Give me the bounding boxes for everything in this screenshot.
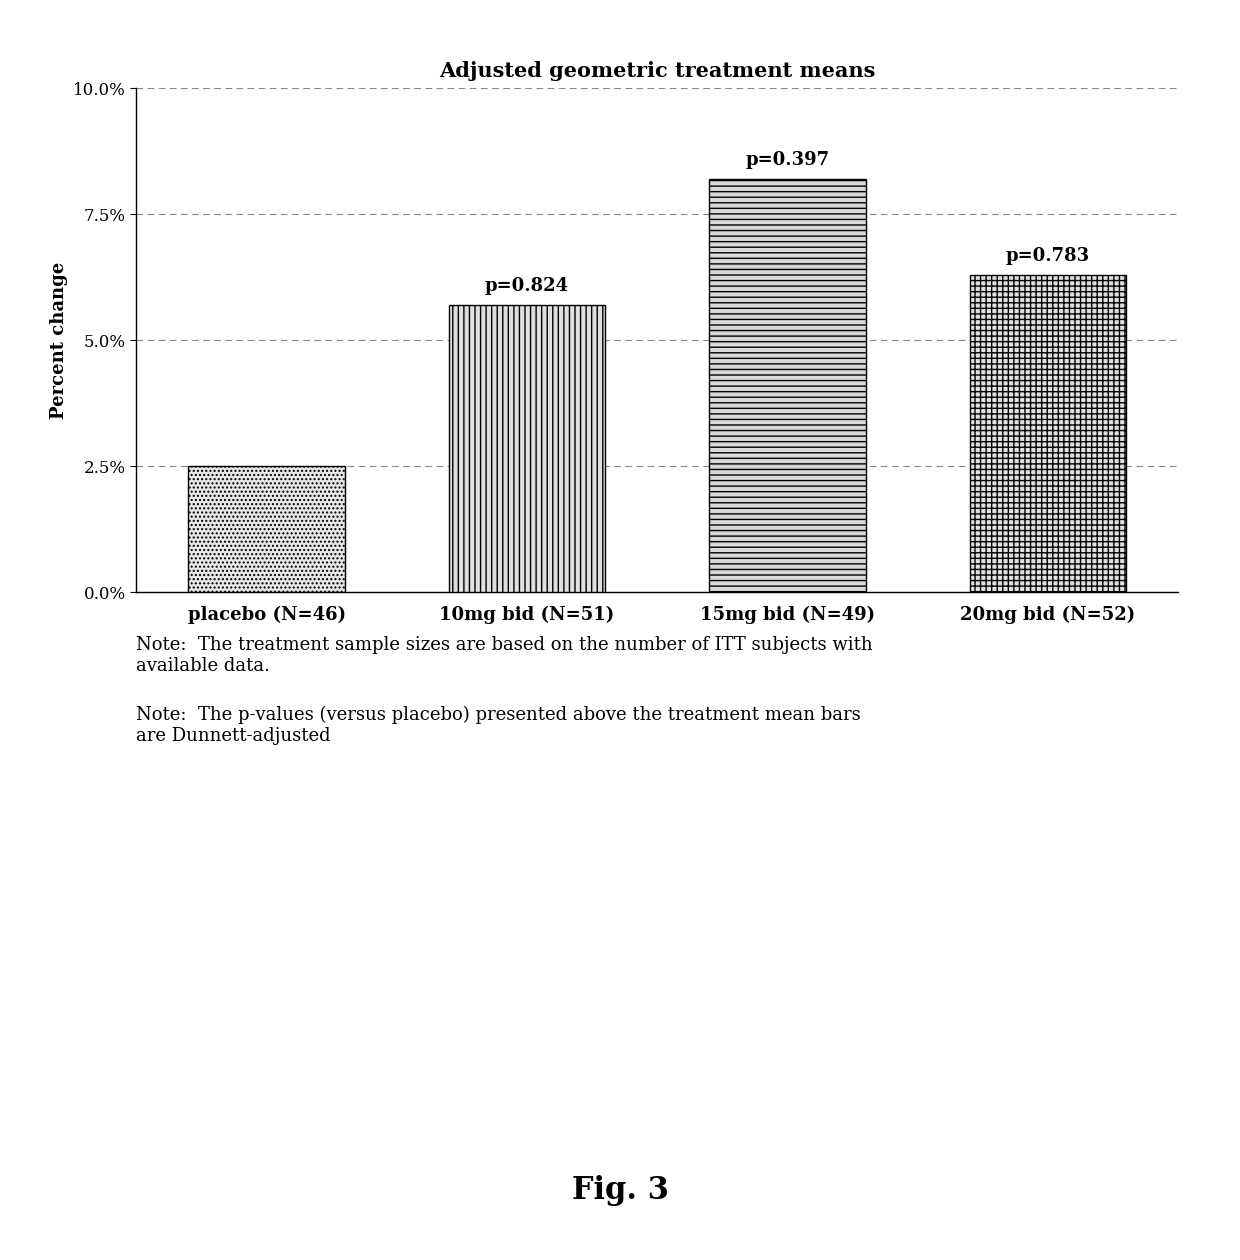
Text: Note:  The p-values (versus placebo) presented above the treatment mean bars
are: Note: The p-values (versus placebo) pres… xyxy=(136,706,861,745)
Y-axis label: Percent change: Percent change xyxy=(50,262,68,418)
Title: Adjusted geometric treatment means: Adjusted geometric treatment means xyxy=(439,60,875,81)
Text: p=0.397: p=0.397 xyxy=(745,151,830,169)
Text: p=0.824: p=0.824 xyxy=(485,277,569,295)
Bar xyxy=(970,275,1126,592)
Text: p=0.783: p=0.783 xyxy=(1006,247,1090,265)
Bar xyxy=(188,466,345,592)
Text: Fig. 3: Fig. 3 xyxy=(572,1176,668,1206)
Text: Note:  The treatment sample sizes are based on the number of ITT subjects with
a: Note: The treatment sample sizes are bas… xyxy=(136,636,873,675)
Bar xyxy=(709,179,866,592)
Bar xyxy=(449,305,605,592)
